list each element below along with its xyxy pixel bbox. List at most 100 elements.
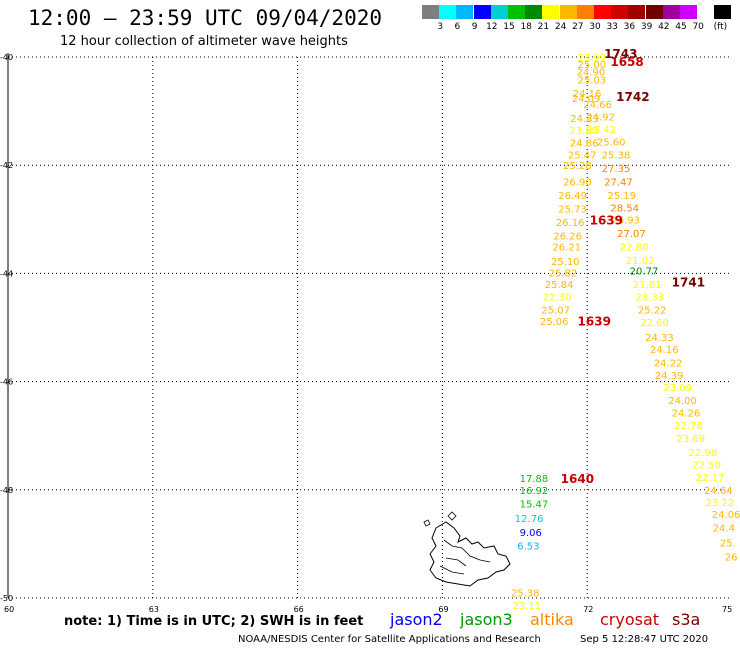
- kerguelen-west-islet: [423, 519, 431, 527]
- swh-value: 25.06: [540, 317, 569, 328]
- swh-value: 20.77: [630, 267, 659, 278]
- swh-value: 25.28: [563, 161, 592, 172]
- swh-value: 23.09: [663, 383, 692, 394]
- colorbar-label: 36: [623, 22, 636, 32]
- swh-value: 25.60: [597, 137, 626, 148]
- pass-time-label: 1658: [610, 55, 643, 69]
- swh-value: 24.06: [712, 510, 740, 521]
- latitude-label: -48: [0, 486, 13, 495]
- colorbar-label: 3: [437, 22, 444, 32]
- colorbar-unit: (ft): [713, 22, 728, 32]
- pass-time-label: 1743: [604, 47, 637, 61]
- swh-value: 26.21: [552, 242, 581, 253]
- swh-value: 23.42: [587, 125, 616, 136]
- colorbar-label: 6: [454, 22, 461, 32]
- latitude-label: -42: [0, 161, 13, 170]
- latitude-label: -40: [0, 53, 13, 62]
- colorbar-label: 42: [658, 22, 670, 32]
- swh-value: 25.10: [551, 257, 580, 268]
- swh-value: 22.50: [692, 460, 721, 471]
- swh-value: 25.38: [511, 589, 540, 600]
- colorbar-swatch: [594, 5, 611, 19]
- satellite-cryosat-label: cryosat: [600, 610, 660, 629]
- colorbar-swatch: [439, 5, 457, 19]
- longitude-label: 69: [438, 605, 448, 614]
- lat-lon-grid: -40 -42 -44 -46 -48 -50 60 63 66 69 72 75: [0, 53, 732, 614]
- swh-value: 6.53: [517, 542, 539, 553]
- latitude-label: -46: [0, 378, 13, 387]
- swh-value: 22.80: [620, 242, 649, 253]
- latitude-label: -50: [0, 594, 13, 603]
- swh-value: 22.30: [543, 293, 572, 304]
- swh-value: 26.16: [556, 218, 585, 229]
- colorbar-swatch: [559, 5, 577, 19]
- swh-value: 23.69: [676, 434, 705, 445]
- swh-value: 12.76: [515, 514, 544, 525]
- swh-value: 26.49: [558, 191, 587, 202]
- longitude-label: 66: [294, 605, 304, 614]
- latitude-label: -44: [0, 269, 13, 278]
- longitude-label: 63: [149, 605, 159, 614]
- longitude-label: 72: [583, 605, 593, 614]
- colorbar-swatch: [508, 5, 525, 19]
- satellite-altika-label: altika: [530, 610, 574, 629]
- swh-values: 23.9925.0024.9025.0324.1624.0924.6624.92…: [511, 53, 740, 612]
- swh-value: 24.09: [572, 94, 601, 105]
- swh-value: 26.90: [563, 177, 592, 188]
- swh-value: 26.26: [553, 232, 582, 243]
- colorbar-swatch: [628, 5, 646, 19]
- colorbar-label: 12: [486, 22, 498, 32]
- swh-value: 17.88: [520, 474, 549, 485]
- colorbar-label: 70: [692, 22, 704, 32]
- swh-value: 25.73: [558, 204, 587, 215]
- swh-value: 24.92: [586, 113, 615, 124]
- pass-time-label: 1640: [561, 472, 594, 486]
- longitude-label: 75: [722, 605, 732, 614]
- swh-value: 24.39: [655, 371, 684, 382]
- swh-value: 25.47: [568, 150, 597, 161]
- swh-value: 24.86: [570, 138, 599, 149]
- pass-time-label: 1639: [590, 213, 623, 227]
- swh-value: 24.90: [577, 68, 606, 79]
- swh-value: 23.22: [705, 498, 734, 509]
- swh-value: 24.4: [713, 524, 735, 535]
- colorbar-label: 18: [520, 22, 532, 32]
- colorbar-label: 45: [675, 22, 687, 32]
- swh-value: 25.38: [602, 150, 631, 161]
- swh-value: 15.47: [520, 499, 549, 510]
- colorbar-swatch: [611, 5, 629, 19]
- kerguelen-islands: [423, 511, 511, 587]
- colorbar-label: 21: [537, 22, 550, 32]
- swh-value: 24.33: [645, 333, 674, 344]
- swh-value: 23.99: [578, 53, 607, 64]
- swh-value: 27.07: [617, 229, 646, 240]
- swh-value: 26.93: [611, 215, 640, 226]
- swh-value: 21.81: [633, 280, 662, 291]
- map-subtitle: 12 hour collection of altimeter wave hei…: [60, 34, 348, 49]
- colorbar-swatch: [542, 5, 560, 19]
- swh-value: 21.02: [626, 256, 655, 267]
- swh-value: 23.88: [569, 126, 598, 137]
- swh-value: 25.07: [541, 306, 570, 317]
- swh-value: 24.22: [654, 359, 683, 370]
- colorbar-label: 33: [606, 22, 618, 32]
- swh-value: 24.16: [650, 345, 679, 356]
- kerguelen-north-islet: [447, 511, 457, 521]
- colorbar-swatch: [576, 5, 594, 19]
- kerguelen-inner-coast: [439, 539, 491, 575]
- colorbar-label: 27: [572, 22, 584, 32]
- longitude-label: 60: [4, 605, 14, 614]
- colorbar-swatch: [697, 5, 715, 19]
- satellite-s3a-label: s3a: [672, 610, 701, 629]
- colorbar-swatch: [422, 5, 439, 19]
- pass-time-label: 1742: [616, 90, 649, 104]
- colorbar-label: 39: [640, 22, 653, 32]
- swh-value: 24.16: [573, 89, 602, 100]
- colorbar-swatch: [525, 5, 543, 19]
- swh-value: 22.98: [689, 448, 718, 459]
- swh-value: 27.35: [602, 164, 631, 175]
- pass-time-label: 1741: [672, 276, 705, 290]
